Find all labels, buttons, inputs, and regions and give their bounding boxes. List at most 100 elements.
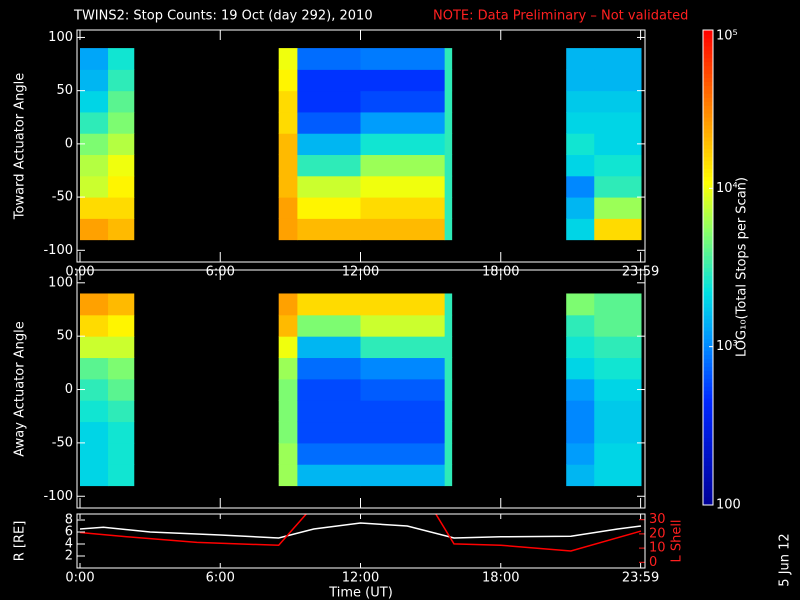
- y-tick-label: -100: [43, 243, 73, 258]
- colorbar-swatch: [703, 117, 713, 122]
- heatmap-cell: [594, 293, 642, 316]
- colorbar-swatch: [703, 497, 713, 502]
- heatmap-cell: [278, 90, 298, 113]
- heatmap-cell: [297, 154, 361, 177]
- colorbar-swatch: [703, 493, 713, 498]
- heatmap-cell: [566, 197, 595, 219]
- heatmap-cell: [360, 111, 446, 134]
- colorbar-swatch: [703, 358, 713, 363]
- colorbar-swatch: [703, 200, 713, 205]
- colorbar-swatch: [703, 101, 713, 106]
- colorbar-swatch: [703, 350, 713, 356]
- series-line: [79, 522, 642, 539]
- heatmap-cell: [108, 218, 135, 241]
- colorbar-swatch: [703, 212, 713, 217]
- heatmap-cell: [444, 336, 453, 359]
- heatmap-cell: [297, 336, 361, 359]
- heatmap-cell: [444, 133, 453, 156]
- colorbar-swatch: [703, 156, 713, 162]
- heatmap-cell: [594, 154, 642, 177]
- colorbar-swatch: [703, 410, 713, 415]
- y-tick-label: 8: [65, 513, 73, 528]
- heatmap-cell: [80, 69, 109, 92]
- heatmap-cell: [108, 378, 135, 401]
- heatmap-cell: [278, 111, 298, 134]
- colorbar-swatch: [703, 239, 713, 245]
- heatmap-cell: [444, 218, 453, 241]
- colorbar-tick-label: 10⁴: [716, 181, 738, 196]
- heatmap-cell: [80, 442, 109, 465]
- heatmap-cell: [108, 400, 135, 423]
- colorbar-swatch: [703, 263, 713, 268]
- heatmap-cell: [108, 133, 135, 156]
- heatmap-cell: [80, 378, 109, 401]
- colorbar-swatch: [703, 346, 713, 352]
- x-tick-label: 0:00: [65, 571, 94, 586]
- heatmap-cell: [278, 442, 298, 465]
- heatmap-cell: [108, 464, 135, 487]
- heatmap-cell: [566, 111, 595, 134]
- x-label: Time (UT): [328, 586, 393, 600]
- heatmap-cell: [297, 133, 361, 156]
- heatmap-cell: [360, 197, 446, 219]
- colorbar-swatch: [703, 445, 713, 451]
- colorbar-swatch: [703, 251, 713, 257]
- heatmap-cell: [566, 154, 595, 177]
- colorbar-swatch: [703, 144, 713, 150]
- y-tick-label: 100: [48, 30, 73, 45]
- heatmap-cell: [297, 378, 361, 401]
- heatmap-cell: [297, 197, 361, 219]
- heatmap-cell: [297, 442, 361, 465]
- heatmap-cell: [278, 175, 298, 198]
- colorbar-tick-label: 100: [716, 498, 741, 513]
- colorbar-swatch: [703, 128, 713, 134]
- y-tick-label: 6: [65, 525, 73, 540]
- heatmap-cell: [444, 400, 453, 423]
- colorbar-swatch: [703, 315, 713, 320]
- heatmap-cell: [444, 175, 453, 198]
- x-tick-label: 6:00: [206, 571, 235, 586]
- colorbar-swatch: [703, 37, 713, 43]
- colorbar-swatch: [703, 227, 713, 233]
- heatmap-cell: [278, 400, 298, 423]
- heatmap-cell: [444, 197, 453, 219]
- heatmap-cell: [278, 357, 298, 380]
- y2-tick-label: 20: [649, 526, 666, 541]
- colorbar-swatch: [703, 73, 713, 78]
- heatmap-cell: [594, 378, 642, 401]
- heatmap-cell: [566, 69, 595, 92]
- colorbar-swatch: [703, 489, 713, 494]
- colorbar-label: LOG₁₀(Total Stops per Scan): [735, 177, 750, 357]
- axes-frame: [76, 513, 646, 569]
- colorbar-swatch: [703, 473, 713, 478]
- heatmap-cell: [566, 464, 595, 487]
- colorbar-swatch: [703, 267, 713, 272]
- heatmap-cell: [278, 197, 298, 219]
- colorbar-swatch: [703, 172, 713, 177]
- heatmap-cell: [297, 111, 361, 134]
- y-tick-label: -100: [43, 489, 73, 504]
- y-tick-label: -50: [52, 190, 73, 205]
- heatmap-cell: [594, 357, 642, 380]
- colorbar-swatch: [703, 160, 713, 166]
- colorbar-swatch: [703, 53, 713, 59]
- colorbar-swatch: [703, 180, 713, 185]
- colorbar-swatch: [703, 481, 713, 486]
- y-label: Toward Actuator Angle: [13, 73, 28, 220]
- heatmap-cell: [444, 154, 453, 177]
- colorbar-swatch: [703, 457, 713, 462]
- x-tick-label: 18:00: [482, 571, 519, 586]
- colorbar-swatch: [703, 148, 713, 154]
- colorbar-swatch: [703, 441, 713, 447]
- heatmap-cell: [80, 314, 109, 337]
- y-tick-label: -50: [52, 435, 73, 450]
- heatmap-cell: [594, 90, 642, 113]
- colorbar-swatch: [703, 453, 713, 458]
- colorbar-swatch: [703, 243, 713, 249]
- heatmap-cell: [278, 218, 298, 241]
- colorbar-swatch: [703, 132, 713, 138]
- heatmap-cell: [108, 90, 135, 113]
- y-tick-label: 100: [48, 275, 73, 290]
- heatmap-cell: [80, 111, 109, 134]
